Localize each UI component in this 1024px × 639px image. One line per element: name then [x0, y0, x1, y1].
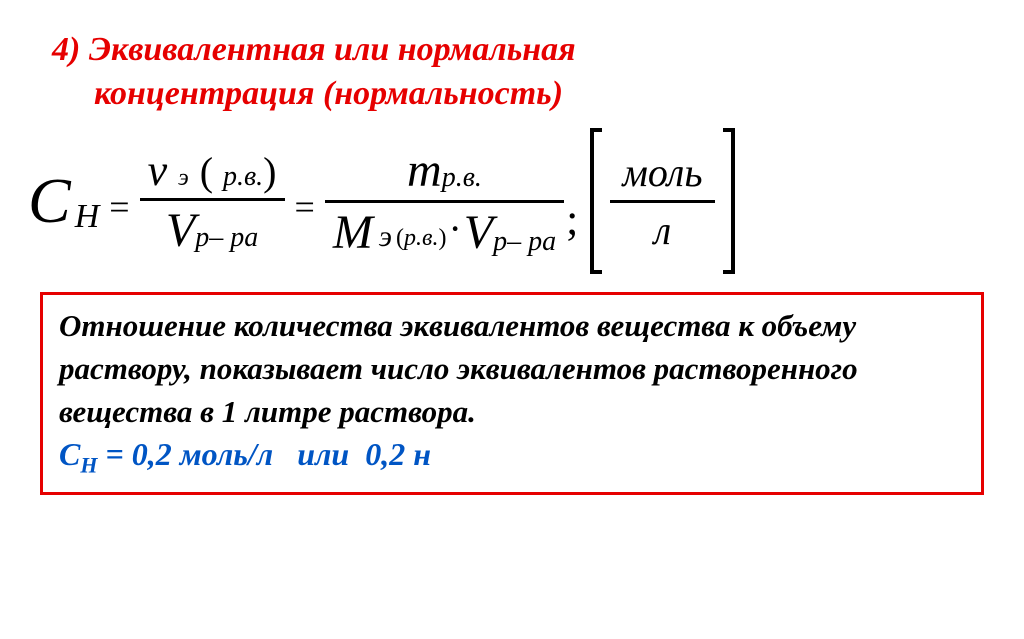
- definition-box: Отношение количества эквивалентов вещест…: [40, 292, 984, 495]
- definition-text: Отношение количества эквивалентов вещест…: [59, 305, 965, 433]
- frac1-arg: р.в.: [223, 161, 263, 192]
- example-eq: =: [105, 436, 123, 472]
- mult-dot: ·: [448, 205, 461, 252]
- frac1-V-sub: р– ра: [195, 222, 258, 253]
- paren-close-1: ): [263, 149, 276, 194]
- heading-line1: Эквивалентная или нормальная: [89, 31, 576, 68]
- lhs-subscript: Н: [75, 198, 100, 236]
- fraction-2: mр.в. M э ( р.в.) · V р– ра: [325, 141, 564, 262]
- unit-top: моль: [610, 145, 714, 200]
- right-bracket-icon: [721, 128, 743, 274]
- frac2-m-sub: р.в.: [442, 162, 482, 193]
- unit-fraction: моль л: [604, 128, 720, 274]
- example-val1: 0,2 моль/л: [132, 436, 273, 472]
- equals-sign-2: =: [295, 186, 315, 228]
- left-bracket-icon: [582, 128, 604, 274]
- example-val2: 0,2 н: [365, 436, 431, 472]
- formula-equation: С Н = ν э ( р.в.) Vр– ра = mр.в. M э: [40, 128, 984, 274]
- nu-sub: э: [178, 165, 189, 191]
- heading-line2: концентрация (нормальность): [52, 72, 984, 116]
- example-line: СН = 0,2 моль/л или 0,2 н: [59, 436, 965, 478]
- paren-close-2: ): [438, 225, 446, 252]
- nu-symbol: ν: [148, 146, 168, 195]
- frac2-M-arg: р.в.: [404, 225, 438, 252]
- frac2-M: M: [333, 205, 373, 260]
- formula-lhs: С Н: [28, 164, 99, 238]
- example-conj: или: [297, 436, 349, 472]
- semicolon: ;: [566, 194, 578, 245]
- example-C-sub: Н: [80, 452, 97, 477]
- unit-brackets: моль л: [582, 128, 742, 274]
- frac1-V: V: [166, 204, 195, 257]
- frac2-M-sub-e: э: [379, 220, 392, 254]
- fraction-1: ν э ( р.в.) Vр– ра: [140, 143, 285, 260]
- example-C: С: [59, 436, 80, 472]
- lhs-symbol: С: [28, 164, 71, 238]
- slide-heading: 4) Эквивалентная или нормальная концентр…: [40, 28, 984, 116]
- heading-num: 4): [52, 31, 80, 68]
- frac2-V-sub: р– ра: [493, 226, 556, 258]
- equals-sign-1: =: [109, 186, 129, 228]
- paren-open-2: (: [396, 225, 404, 252]
- frac2-V: V: [464, 205, 493, 260]
- frac2-m: m: [407, 144, 442, 197]
- unit-bottom: л: [642, 203, 683, 258]
- paren-open-1: (: [200, 149, 223, 194]
